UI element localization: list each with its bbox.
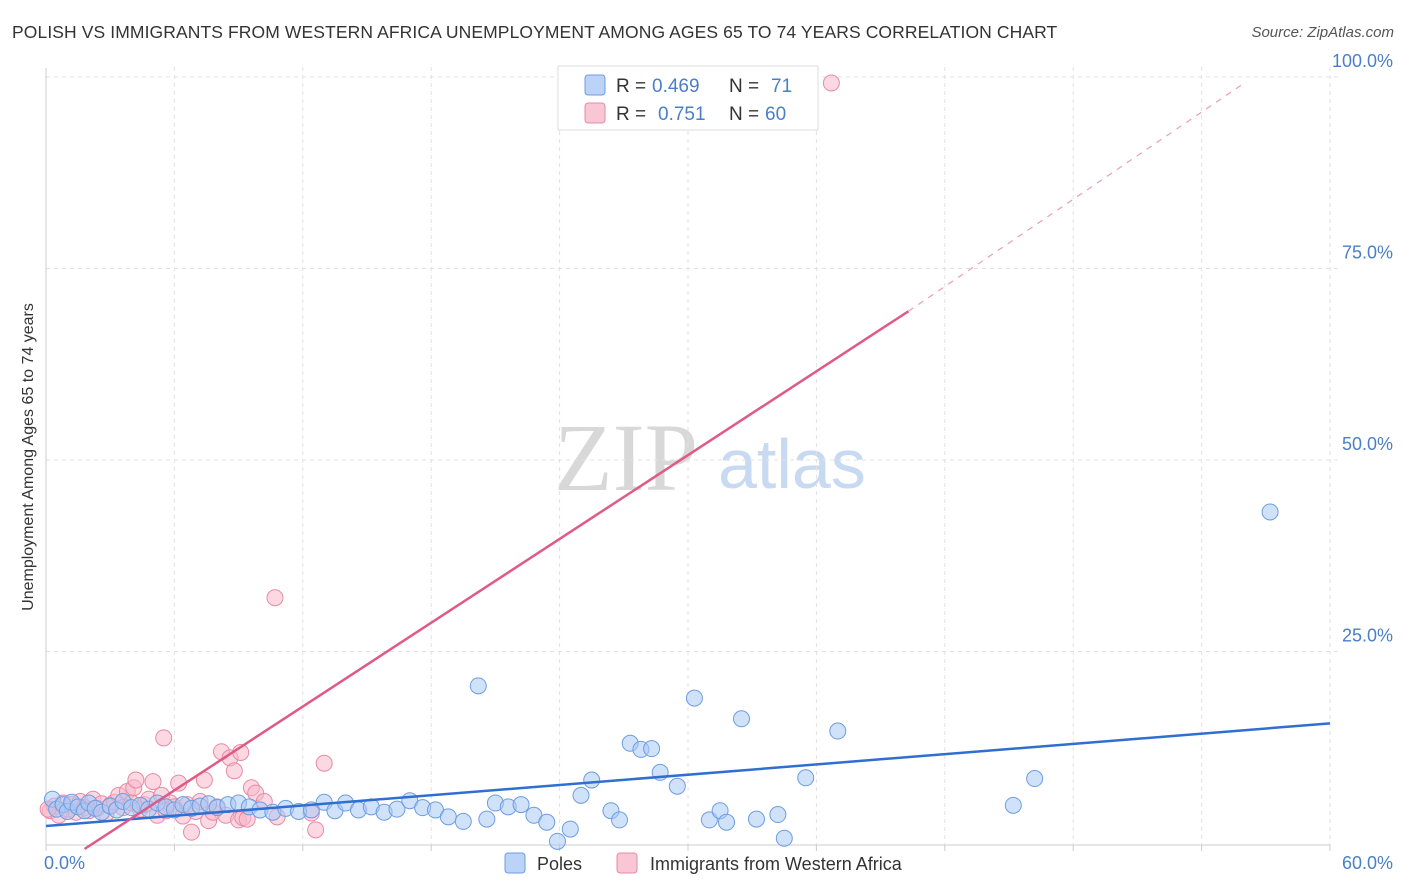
y-axis-labels: 25.0% 50.0% 75.0% 100.0% <box>1332 51 1393 646</box>
trend-lines <box>45 82 1331 851</box>
y-tick-label: 100.0% <box>1332 51 1393 71</box>
data-point-western-africa <box>307 821 325 839</box>
y-tick-label: 75.0% <box>1342 243 1393 263</box>
x-tick-label: 60.0% <box>1342 853 1393 873</box>
data-point-poles <box>572 786 590 804</box>
y-tick-label: 50.0% <box>1342 434 1393 454</box>
data-point-poles <box>747 810 765 828</box>
legend-n-label: N = <box>729 76 759 97</box>
data-point-western-africa <box>266 589 284 607</box>
legend-n-label: N = <box>729 104 759 125</box>
legend-r-label: R = <box>616 104 646 125</box>
source-label: Source: ZipAtlas.com <box>1251 24 1394 41</box>
data-point-poles <box>548 832 566 850</box>
legend-n-value: 60 <box>765 104 786 125</box>
y-tick-label: 25.0% <box>1342 626 1393 646</box>
data-point-poles <box>1026 770 1044 788</box>
chart-title: POLISH VS IMMIGRANTS FROM WESTERN AFRICA… <box>12 22 1058 42</box>
x-axis: 0.0% 60.0% <box>44 68 1393 873</box>
data-point-poles <box>733 710 750 728</box>
legend-n-value: 71 <box>771 76 792 97</box>
data-point-poles <box>388 800 406 818</box>
bottom-legend-western-africa: Immigrants from Western Africa <box>650 854 903 874</box>
data-point-poles <box>439 808 457 826</box>
grid <box>46 67 1340 845</box>
data-point-poles <box>512 796 530 814</box>
data-point-poles <box>561 820 579 838</box>
bottom-legend-swatch-poles <box>504 852 526 874</box>
data-point-western-africa <box>127 771 145 789</box>
legend-swatch-western-africa <box>584 102 606 124</box>
data-point-western-africa <box>155 729 173 747</box>
data-point-poles <box>611 811 629 829</box>
x-tick-label: 0.0% <box>44 853 85 873</box>
data-point-poles <box>583 771 601 789</box>
legend-r-value: 0.469 <box>652 76 700 97</box>
legend-r-label: R = <box>616 76 646 97</box>
data-point-western-africa <box>822 74 840 92</box>
y-axis-title: Unemployment Among Ages 65 to 74 years <box>20 303 37 611</box>
data-point-poles <box>685 689 703 707</box>
data-point-poles <box>1004 796 1022 814</box>
data-point-poles <box>668 777 686 795</box>
data-point-western-africa <box>315 754 333 772</box>
data-point-poles <box>797 769 815 787</box>
data-point-poles <box>478 810 496 828</box>
data-point-poles <box>769 806 787 824</box>
trend-line-poles <box>45 722 1331 828</box>
data-point-western-africa <box>144 773 162 791</box>
legend-swatch-poles <box>584 74 606 96</box>
data-point-poles <box>775 829 793 847</box>
legend: R = 0.469 N = 71 R = 0.751 N = 60 <box>557 65 819 131</box>
data-point-poles <box>829 722 847 740</box>
data-point-western-africa <box>183 823 201 841</box>
series-poles <box>43 503 1279 850</box>
data-point-poles <box>538 813 556 831</box>
data-point-poles <box>643 740 661 758</box>
trend-line-western-africa-extension <box>908 82 1245 312</box>
bottom-legend-poles: Poles <box>537 854 582 874</box>
bottom-legend-swatch-western-africa <box>616 852 638 874</box>
bottom-legend: Poles Immigrants from Western Africa <box>504 852 903 874</box>
data-point-poles <box>718 813 736 831</box>
data-point-western-africa <box>225 762 243 780</box>
watermark-zip: ZIP <box>554 404 698 511</box>
trend-line-western-africa <box>83 310 910 851</box>
data-point-poles <box>454 812 472 830</box>
data-point-poles <box>1261 503 1279 521</box>
data-point-poles <box>469 677 487 695</box>
watermark-atlas: atlas <box>718 425 866 503</box>
legend-r-value: 0.751 <box>658 104 706 125</box>
